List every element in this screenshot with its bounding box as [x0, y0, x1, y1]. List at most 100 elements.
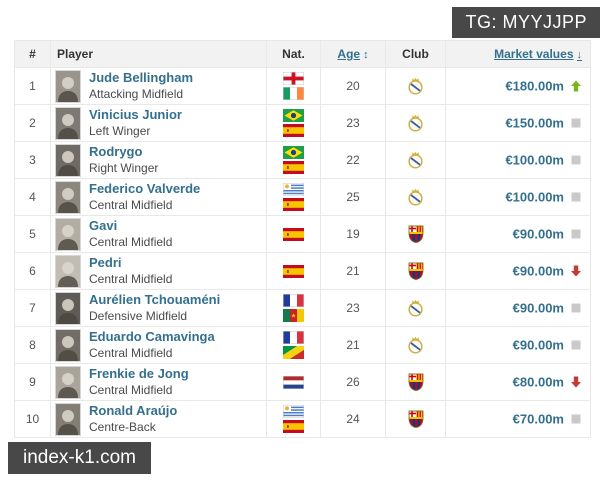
rank-cell: 4 — [14, 178, 51, 216]
player-name-link[interactable]: Vinicius Junior — [89, 107, 182, 123]
age-cell: 22 — [320, 141, 386, 179]
player-position: Defensive Midfield — [89, 308, 188, 323]
nationality-cell — [266, 215, 321, 253]
table-row: 5 Gavi Central Midfield 19 €90.00m — [14, 215, 591, 253]
player-name-link[interactable]: Federico Valverde — [89, 181, 201, 197]
player-photo[interactable] — [55, 217, 81, 251]
market-value: €90.00m — [512, 226, 564, 242]
flag-cameroon-icon — [283, 309, 304, 322]
table-row: 7 Aurélien Tchouaméni Defensive Midfield… — [14, 289, 591, 327]
rank-number: 8 — [29, 338, 36, 352]
sort-by-age-link[interactable]: Age — [337, 47, 361, 61]
age-cell: 23 — [320, 104, 386, 142]
market-value: €180.00m — [505, 78, 564, 94]
age-value: 23 — [346, 116, 360, 130]
club-cell — [385, 363, 446, 401]
flag-france-icon — [283, 294, 304, 307]
player-name-link[interactable]: Eduardo Camavinga — [89, 329, 215, 345]
player-position: Central Midfield — [89, 271, 173, 286]
player-photo[interactable] — [55, 180, 81, 214]
barcelona-crest-icon[interactable] — [408, 410, 424, 428]
player-cell: Rodrygo Right Winger — [50, 141, 267, 179]
age-value: 20 — [346, 79, 360, 93]
player-position: Central Midfield — [89, 234, 173, 249]
market-value: €100.00m — [505, 152, 564, 168]
player-photo[interactable] — [55, 254, 81, 288]
flag-spain-icon — [283, 198, 304, 211]
real-madrid-crest-icon[interactable] — [407, 114, 424, 132]
nationality-cell — [266, 289, 321, 327]
rank-number: 2 — [29, 116, 36, 130]
flag-england-icon — [283, 72, 304, 85]
player-position: Centre-Back — [89, 419, 156, 434]
sort-desc-icon[interactable]: ↓ — [576, 49, 582, 61]
player-photo[interactable] — [55, 291, 81, 325]
club-cell — [385, 141, 446, 179]
nationality-cell — [266, 400, 321, 438]
player-name-link[interactable]: Jude Bellingham — [89, 70, 194, 86]
table-body: 1 Jude Bellingham Attacking Midfield 20 … — [14, 67, 591, 438]
player-photo[interactable] — [55, 69, 81, 103]
nationality-cell — [266, 141, 321, 179]
player-photo[interactable] — [55, 143, 81, 177]
market-value-cell: €90.00m — [445, 215, 591, 253]
flag-spain-icon — [283, 161, 304, 174]
rank-cell: 8 — [14, 326, 51, 364]
trend-same-icon — [571, 302, 581, 316]
trend-same-icon — [571, 339, 581, 353]
real-madrid-crest-icon[interactable] — [407, 188, 424, 206]
flag-spain-icon — [283, 124, 304, 137]
player-name-link[interactable]: Gavi — [89, 218, 118, 234]
sort-updown-icon[interactable]: ↕ — [363, 49, 369, 61]
player-name-link[interactable]: Frenkie de Jong — [89, 366, 189, 382]
player-position: Central Midfield — [89, 197, 173, 212]
player-name-link[interactable]: Rodrygo — [89, 144, 143, 160]
rank-cell: 1 — [14, 67, 51, 105]
real-madrid-crest-icon[interactable] — [407, 77, 424, 95]
rank-number: 1 — [29, 79, 36, 93]
barcelona-crest-icon[interactable] — [408, 373, 424, 391]
player-name-link[interactable]: Ronald Araújo — [89, 403, 178, 419]
nationality-cell — [266, 363, 321, 401]
player-photo[interactable] — [55, 365, 81, 399]
market-value-cell: €90.00m — [445, 289, 591, 327]
table-row: 4 Federico Valverde Central Midfield 25 … — [14, 178, 591, 216]
player-photo[interactable] — [55, 106, 81, 140]
real-madrid-crest-icon[interactable] — [407, 299, 424, 317]
player-name-link[interactable]: Aurélien Tchouaméni — [89, 292, 221, 308]
rank-cell: 6 — [14, 252, 51, 290]
club-cell — [385, 400, 446, 438]
barcelona-crest-icon[interactable] — [408, 225, 424, 243]
rank-cell: 3 — [14, 141, 51, 179]
player-position: Central Midfield — [89, 382, 173, 397]
flag-ireland-icon — [283, 87, 304, 100]
player-photo[interactable] — [55, 328, 81, 362]
market-value-cell: €90.00m — [445, 252, 591, 290]
player-name-link[interactable]: Pedri — [89, 255, 122, 271]
table-row: 1 Jude Bellingham Attacking Midfield 20 … — [14, 67, 591, 105]
rank-number: 4 — [29, 190, 36, 204]
age-cell: 24 — [320, 400, 386, 438]
player-position: Right Winger — [89, 160, 159, 175]
market-value: €90.00m — [512, 300, 564, 316]
market-value-cell: €100.00m — [445, 141, 591, 179]
header-market-values: Market values ↓ — [445, 40, 591, 68]
real-madrid-crest-icon[interactable] — [407, 151, 424, 169]
market-value: €80.00m — [512, 374, 564, 390]
barcelona-crest-icon[interactable] — [408, 262, 424, 280]
sort-by-value-link[interactable]: Market values — [494, 47, 574, 61]
trend-same-icon — [571, 413, 581, 427]
market-value-cell: €180.00m — [445, 67, 591, 105]
trend-same-icon — [571, 117, 581, 131]
nationality-cell — [266, 178, 321, 216]
rank-number: 7 — [29, 301, 36, 315]
player-photo[interactable] — [55, 402, 81, 436]
market-value-cell: €80.00m — [445, 363, 591, 401]
age-value: 19 — [346, 227, 360, 241]
club-cell — [385, 326, 446, 364]
player-cell: Vinicius Junior Left Winger — [50, 104, 267, 142]
trend-same-icon — [571, 228, 581, 242]
real-madrid-crest-icon[interactable] — [407, 336, 424, 354]
flag-uruguay-icon — [283, 405, 304, 418]
